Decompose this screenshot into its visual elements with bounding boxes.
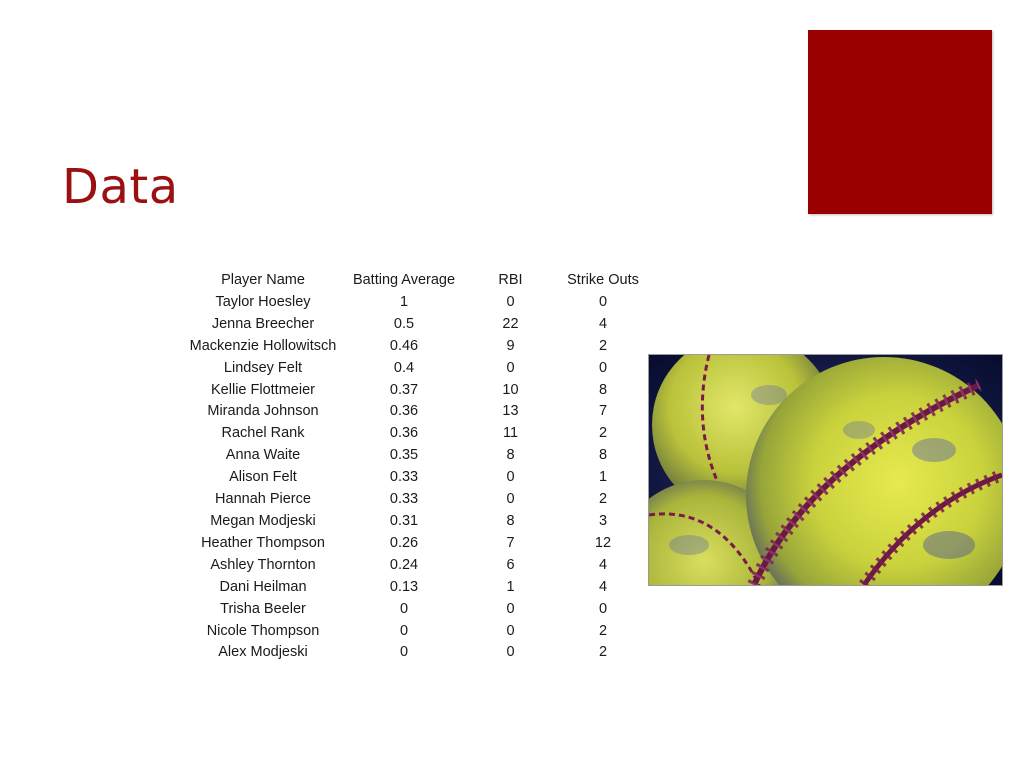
rbi-cell: 13 — [502, 403, 519, 420]
player-stats-table: Player Name Batting Average RBI Strike O… — [176, 270, 643, 664]
header-rbi: RBI — [498, 272, 523, 288]
strike-outs-cell: 1 — [598, 469, 608, 486]
accent-square — [808, 30, 992, 214]
player-name-cell: Nicole Thompson — [206, 622, 320, 639]
batting-average-cell: 0.35 — [389, 447, 419, 464]
strike-outs-cell: 12 — [594, 534, 612, 551]
player-name-cell: Dani Heilman — [219, 578, 307, 595]
softball-photo — [648, 354, 1003, 586]
rbi-cell: 0 — [506, 469, 515, 486]
batting-average-cell: 0.33 — [389, 491, 419, 508]
rbi-cell: 8 — [506, 512, 515, 529]
batting-average-cell: 0.36 — [389, 403, 419, 420]
table-body: Taylor Hoesley 1 0 0 Jenna Breecher 0.5 22 4 Mac… — [176, 292, 643, 664]
strike-outs-cell: 2 — [598, 622, 608, 639]
table-row: Mackenzie Hollowitsch 0.46 9 2 — [176, 336, 643, 358]
batting-average-cell: 0.24 — [389, 556, 419, 573]
batting-average-cell: 0.36 — [389, 425, 419, 442]
player-name-cell: Ashley Thornton — [210, 556, 316, 573]
table-row: Jenna Breecher 0.5 22 4 — [176, 314, 643, 336]
header-strike-outs: Strike Outs — [567, 272, 639, 288]
player-name-cell: Alex Modjeski — [218, 644, 308, 661]
player-name-cell: Rachel Rank — [221, 425, 305, 442]
rbi-cell: 0 — [506, 600, 515, 617]
player-name-cell: Alison Felt — [229, 469, 297, 486]
table-row: Rachel Rank 0.36 11 2 — [176, 423, 643, 445]
player-name-cell: Mackenzie Hollowitsch — [189, 337, 337, 354]
player-name-cell: Taylor Hoesley — [215, 293, 311, 310]
rbi-cell: 7 — [506, 534, 515, 551]
rbi-cell: 10 — [502, 381, 519, 398]
player-name-cell: Anna Waite — [225, 447, 301, 464]
header-batting-average: Batting Average — [352, 272, 456, 288]
strike-outs-cell: 4 — [598, 556, 608, 573]
slide-title: Data — [62, 159, 179, 215]
table-row: Hannah Pierce 0.33 0 2 — [176, 489, 643, 511]
table-row: Miranda Johnson 0.36 13 7 — [176, 401, 643, 423]
table-row: Heather Thompson 0.26 7 12 — [176, 533, 643, 555]
rbi-cell: 0 — [506, 293, 515, 310]
strike-outs-cell: 0 — [598, 293, 608, 310]
batting-average-cell: 0.46 — [389, 337, 419, 354]
rbi-cell: 22 — [502, 315, 519, 332]
strike-outs-cell: 4 — [598, 315, 608, 332]
table-row: Alex Modjeski 0 0 2 — [176, 642, 643, 664]
softball-image — [649, 355, 1002, 585]
batting-average-cell: 0.5 — [393, 315, 415, 332]
strike-outs-cell: 2 — [598, 425, 608, 442]
rbi-cell: 6 — [506, 556, 515, 573]
player-name-cell: Lindsey Felt — [223, 359, 303, 376]
table-row: Taylor Hoesley 1 0 0 — [176, 292, 643, 314]
table-row: Dani Heilman 0.13 1 4 — [176, 577, 643, 599]
strike-outs-cell: 2 — [598, 491, 608, 508]
player-name-cell: Miranda Johnson — [207, 403, 319, 420]
player-name-cell: Jenna Breecher — [211, 315, 315, 332]
table-row: Anna Waite 0.35 8 8 — [176, 445, 643, 467]
batting-average-cell: 0.31 — [389, 512, 419, 529]
table-row: Kellie Flottmeier 0.37 10 8 — [176, 380, 643, 402]
table-row: Megan Modjeski 0.31 8 3 — [176, 511, 643, 533]
rbi-cell: 8 — [506, 447, 515, 464]
batting-average-cell: 0 — [399, 600, 409, 617]
player-name-cell: Hannah Pierce — [215, 491, 311, 508]
rbi-cell: 0 — [506, 491, 515, 508]
table-row: Ashley Thornton 0.24 6 4 — [176, 555, 643, 577]
strike-outs-cell: 8 — [598, 447, 608, 464]
rbi-cell: 9 — [506, 337, 515, 354]
rbi-cell: 0 — [506, 359, 515, 376]
batting-average-cell: 0 — [399, 644, 409, 661]
player-name-cell: Megan Modjeski — [210, 512, 316, 529]
strike-outs-cell: 8 — [598, 381, 608, 398]
rbi-cell: 0 — [506, 622, 515, 639]
rbi-cell: 0 — [506, 644, 515, 661]
batting-average-cell: 0.37 — [389, 381, 419, 398]
batting-average-cell: 0.13 — [389, 578, 419, 595]
player-name-cell: Kellie Flottmeier — [211, 381, 315, 398]
player-name-cell: Heather Thompson — [201, 534, 325, 551]
strike-outs-cell: 0 — [598, 359, 608, 376]
header-player-name: Player Name — [221, 272, 305, 288]
table-row: Lindsey Felt 0.4 0 0 — [176, 358, 643, 380]
batting-average-cell: 0 — [399, 622, 409, 639]
batting-average-cell: 0.4 — [393, 359, 415, 376]
table-row: Alison Felt 0.33 0 1 — [176, 467, 643, 489]
strike-outs-cell: 3 — [598, 512, 608, 529]
player-name-cell: Trisha Beeler — [220, 600, 306, 617]
rbi-cell: 11 — [502, 425, 519, 442]
strike-outs-cell: 2 — [598, 644, 608, 661]
rbi-cell: 1 — [506, 578, 515, 595]
table-header-row: Player Name Batting Average RBI Strike O… — [176, 270, 643, 292]
batting-average-cell: 0.33 — [389, 469, 419, 486]
strike-outs-cell: 4 — [598, 578, 608, 595]
table-row: Nicole Thompson 0 0 2 — [176, 621, 643, 643]
strike-outs-cell: 7 — [598, 403, 608, 420]
table-row: Trisha Beeler 0 0 0 — [176, 599, 643, 621]
strike-outs-cell: 0 — [598, 600, 608, 617]
batting-average-cell: 0.26 — [389, 534, 419, 551]
batting-average-cell: 1 — [399, 293, 409, 310]
strike-outs-cell: 2 — [598, 337, 608, 354]
